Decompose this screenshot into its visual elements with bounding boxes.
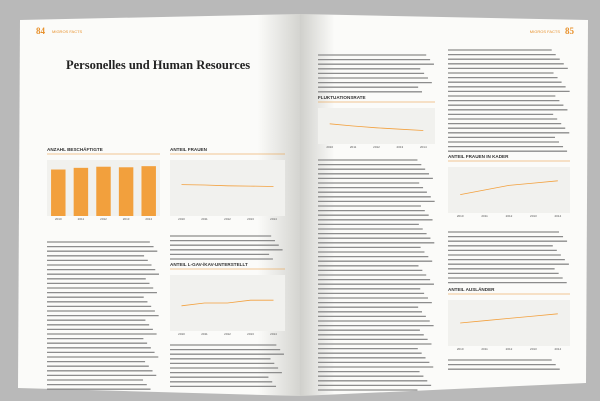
x-tick-label: 2010 <box>457 347 464 351</box>
chart-title: ANTEIL AUSLÄNDER <box>448 286 495 292</box>
x-tick-label: 2012 <box>224 217 231 221</box>
x-tick-label: 2014 <box>145 217 152 221</box>
x-tick-label: 2014 <box>270 332 277 336</box>
x-tick-label: 2013 <box>247 332 254 336</box>
running-head: MIGROS FACTS <box>530 29 561 34</box>
bar <box>96 166 111 216</box>
chart-title: ANTEIL FRAUEN IN KADER <box>448 154 509 159</box>
x-tick-label: 2014 <box>420 145 427 149</box>
x-tick-label: 2010 <box>178 332 185 336</box>
running-head: MIGROS FACTS <box>52 29 83 34</box>
x-tick-label: 2010 <box>178 217 185 221</box>
x-tick-label: 2010 <box>55 217 62 221</box>
x-tick-label: 2013 <box>247 217 254 221</box>
chart-title: FLUKTUATIONSRATE <box>318 95 366 100</box>
line <box>460 180 558 195</box>
x-tick-label: 2014 <box>270 217 277 221</box>
x-tick-label: 2012 <box>100 217 107 221</box>
x-tick-label: 2011 <box>481 214 488 218</box>
x-tick-label: 2011 <box>350 145 357 149</box>
x-tick-label: 2012 <box>224 332 231 336</box>
x-tick-label: 2011 <box>201 217 208 221</box>
line <box>181 299 274 307</box>
line <box>181 184 274 187</box>
x-tick-label: 2012 <box>506 347 513 351</box>
line <box>460 313 558 324</box>
line <box>329 123 424 131</box>
x-tick-label: 2014 <box>554 214 561 218</box>
page-number: 85 <box>565 26 575 36</box>
page-number: 84 <box>36 26 46 36</box>
chart-title: ANTEIL FRAUEN <box>170 147 208 152</box>
x-tick-label: 2012 <box>373 145 380 149</box>
plot-bg <box>448 300 570 346</box>
bar <box>73 167 89 216</box>
bar <box>141 166 156 216</box>
bar <box>118 167 134 216</box>
plot-bg <box>318 108 435 144</box>
x-tick-label: 2011 <box>78 217 85 221</box>
x-tick-label: 2014 <box>554 347 561 351</box>
chart-title: ANZAHL BESCHÄFTIGTE <box>47 146 103 152</box>
x-tick-label: 2012 <box>506 214 513 218</box>
x-tick-label: 2013 <box>397 145 404 149</box>
x-tick-label: 2010 <box>457 214 464 218</box>
bar <box>51 169 66 216</box>
plot-bg <box>170 160 285 216</box>
x-tick-label: 2011 <box>481 347 488 351</box>
x-tick-label: 2013 <box>123 217 130 221</box>
page-title: Personelles und Human Resources <box>66 58 250 72</box>
x-tick-label: 2011 <box>201 332 208 336</box>
x-tick-label: 2013 <box>530 214 537 218</box>
x-tick-label: 2013 <box>530 347 537 351</box>
plot-bg <box>448 167 570 213</box>
x-tick-label: 2010 <box>326 145 333 149</box>
chart-title: ANTEIL L-GAV-/KAV-UNTERSTELLT <box>170 262 248 267</box>
